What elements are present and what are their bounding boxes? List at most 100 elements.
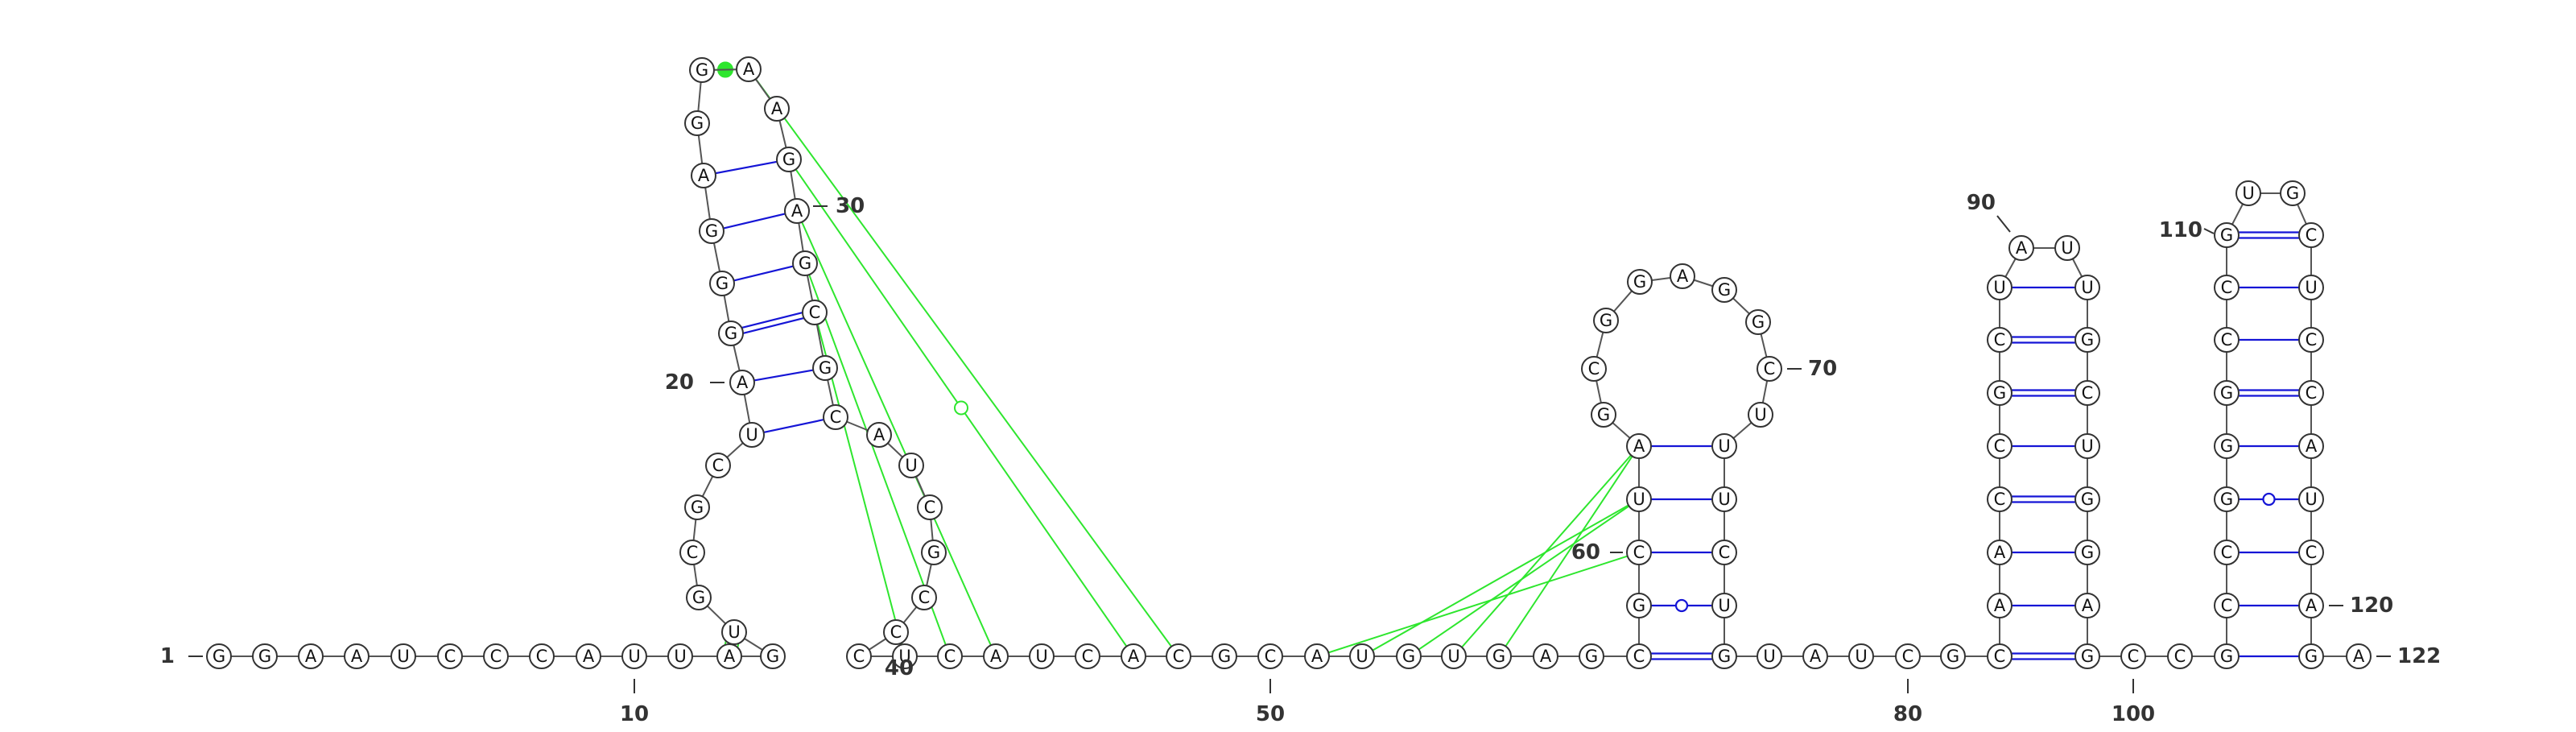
nucleotide-letter: U: [1718, 490, 1730, 509]
nucleotide-letter: C: [1902, 647, 1914, 666]
nucleotide-letter: A: [2082, 596, 2094, 615]
nucleotide-letter: G: [2220, 490, 2233, 509]
nucleotide: U: [1712, 434, 1736, 458]
nucleotide-letter: G: [692, 588, 705, 607]
nucleotide-letter: G: [2220, 436, 2233, 456]
nucleotide: U: [1442, 644, 1466, 668]
position-label: 110: [2159, 218, 2202, 242]
nucleotide-letter: G: [1946, 647, 1959, 666]
nucleotide: A: [1121, 644, 1146, 668]
nucleotide: G: [1579, 644, 1604, 668]
nucleotide: C: [2299, 540, 2323, 565]
nucleotide-letter: U: [1633, 490, 1645, 509]
nucleotide: G: [2215, 223, 2239, 247]
nucleotide: A: [717, 644, 741, 668]
nucleotide: C: [680, 540, 704, 565]
nucleotide: C: [530, 644, 554, 668]
nucleotide-letter: C: [2306, 543, 2318, 562]
nucleotide-letter: C: [1994, 436, 2006, 456]
nucleotide: C: [1712, 540, 1736, 565]
nucleotide: G: [2075, 644, 2099, 668]
nucleotide: U: [1849, 644, 1873, 668]
nucleotide: G: [1712, 278, 1736, 302]
nucleotide: C: [1757, 357, 1781, 381]
nucleotide-letter: G: [1597, 405, 1610, 424]
nucleotide-letter: G: [1585, 647, 1598, 666]
nucleotide: U: [1757, 644, 1781, 668]
nucleotide-letter: G: [691, 114, 704, 133]
nucleotide: G: [793, 251, 817, 275]
nucleotide-letter: C: [687, 543, 699, 562]
nucleotide-letter: U: [2081, 436, 2093, 456]
nucleotide-letter: C: [2306, 330, 2318, 349]
nucleotide: C: [847, 644, 871, 668]
nucleotide-letter: C: [1994, 490, 2006, 509]
nucleotide: U: [1988, 275, 2012, 300]
nucleotide-letter: U: [2305, 490, 2317, 509]
nucleotide-letter: G: [258, 647, 271, 666]
nucleotide: C: [2299, 223, 2323, 247]
nucleotide-letter: U: [1763, 647, 1775, 666]
nucleotide-letter: A: [1311, 647, 1323, 666]
nucleotide-letter: C: [1719, 543, 1731, 562]
nucleotide: A: [765, 97, 789, 121]
nucleotide-letter: C: [1265, 647, 1277, 666]
nucleotide: A: [1534, 644, 1558, 668]
nucleotide-letter: U: [674, 647, 686, 666]
position-label: 120: [2350, 593, 2393, 618]
nucleotide-letter: C: [1173, 647, 1185, 666]
nucleotide-letter: G: [1718, 647, 1731, 666]
base-pair-line: [724, 213, 786, 228]
nucleotide: G: [700, 219, 724, 243]
nucleotide: U: [2299, 275, 2323, 300]
nucleotide: G: [2215, 644, 2239, 668]
nucleotide-letter: U: [728, 622, 740, 642]
nucleotide: C: [1166, 644, 1191, 668]
nucleotide-letter: G: [2081, 543, 2094, 562]
nucleotide: A: [730, 370, 754, 395]
nucleotide: A: [867, 423, 891, 447]
nucleotide-letter: A: [737, 373, 749, 392]
nucleotide-letter: G: [782, 150, 795, 169]
nucleotide-letter: A: [351, 647, 363, 666]
nucleotide-letter: G: [691, 498, 704, 517]
nucleotide-letter: A: [743, 60, 755, 79]
nucleotide-letter: U: [1855, 647, 1867, 666]
nucleotide: G: [2299, 644, 2323, 668]
nucleotide-letter: C: [444, 647, 456, 666]
nucleotide: A: [1988, 540, 2012, 565]
nucleotide: C: [918, 495, 942, 519]
nucleotide-letter: U: [1447, 647, 1459, 666]
nucleotide-letter: C: [1633, 543, 1645, 562]
nucleotide-letter: U: [1718, 596, 1730, 615]
base-pair-line: [764, 420, 824, 432]
nucleotide-letter: C: [1994, 330, 2006, 349]
nucleotide-letter: A: [698, 166, 710, 185]
nucleotide-letter: G: [1218, 647, 1231, 666]
nucleotide-letter: A: [990, 647, 1002, 666]
nucleotide-letter: C: [809, 303, 821, 322]
nucleotide-letter: C: [2221, 330, 2233, 349]
tertiary-interaction-line: [1328, 556, 1627, 653]
nucleotide-letter: A: [2016, 238, 2028, 258]
nucleotide-letter: A: [791, 201, 803, 221]
nucleotide: G: [777, 147, 801, 172]
nucleotide: U: [722, 620, 746, 644]
nucleotide: C: [1627, 644, 1651, 668]
nucleotide: U: [391, 644, 415, 668]
nucleotide-letter: A: [1128, 647, 1140, 666]
nucleotide: C: [2299, 381, 2323, 405]
position-label: 1: [160, 644, 175, 668]
nucleotide-letter: C: [830, 407, 842, 427]
nucleotide: A: [576, 644, 601, 668]
nucleotide-letter: G: [1402, 647, 1415, 666]
nucleotide-letter: U: [397, 647, 409, 666]
nucleotide: C: [1988, 487, 2012, 511]
nucleotide-letter: G: [1993, 383, 2006, 403]
nucleotide: G: [1628, 270, 1652, 294]
nucleotide: G: [2075, 328, 2099, 352]
nucleotide-letter: G: [2220, 383, 2233, 403]
nucleotide: G: [922, 540, 946, 565]
nucleotide: C: [2215, 328, 2239, 352]
